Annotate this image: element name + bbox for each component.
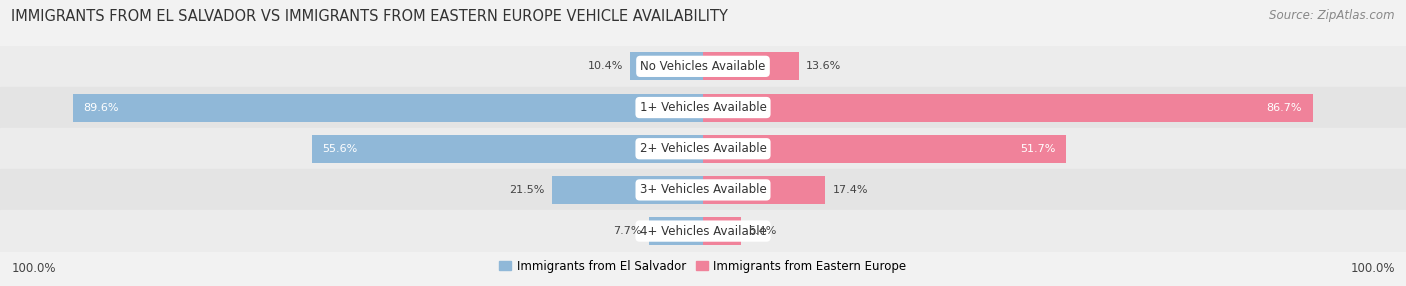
Bar [703,52,799,80]
Text: 55.6%: 55.6% [322,144,359,154]
Text: 7.7%: 7.7% [613,226,643,236]
Text: Source: ZipAtlas.com: Source: ZipAtlas.com [1270,9,1395,21]
Bar [630,52,703,80]
Text: 89.6%: 89.6% [84,103,120,112]
Text: 51.7%: 51.7% [1021,144,1056,154]
Text: 17.4%: 17.4% [832,185,868,195]
Text: 5.4%: 5.4% [748,226,776,236]
Text: 4+ Vehicles Available: 4+ Vehicles Available [640,225,766,238]
Text: 3+ Vehicles Available: 3+ Vehicles Available [640,183,766,196]
Bar [551,176,703,204]
Text: 2+ Vehicles Available: 2+ Vehicles Available [640,142,766,155]
Bar [703,217,741,245]
Legend: Immigrants from El Salvador, Immigrants from Eastern Europe: Immigrants from El Salvador, Immigrants … [495,255,911,277]
Bar [0,210,1406,252]
Bar [73,94,703,122]
Text: 86.7%: 86.7% [1267,103,1302,112]
Text: 1+ Vehicles Available: 1+ Vehicles Available [640,101,766,114]
Text: No Vehicles Available: No Vehicles Available [640,60,766,73]
Bar [0,128,1406,169]
Bar [312,135,703,163]
Bar [0,46,1406,87]
Bar [703,176,825,204]
Text: 100.0%: 100.0% [1350,262,1395,275]
Text: 13.6%: 13.6% [806,61,841,71]
Bar [703,135,1067,163]
Text: 100.0%: 100.0% [11,262,56,275]
Text: 10.4%: 10.4% [588,61,623,71]
Bar [650,217,703,245]
Bar [0,169,1406,210]
Text: 21.5%: 21.5% [509,185,546,195]
Bar [0,87,1406,128]
Bar [703,94,1313,122]
Text: IMMIGRANTS FROM EL SALVADOR VS IMMIGRANTS FROM EASTERN EUROPE VEHICLE AVAILABILI: IMMIGRANTS FROM EL SALVADOR VS IMMIGRANT… [11,9,728,23]
